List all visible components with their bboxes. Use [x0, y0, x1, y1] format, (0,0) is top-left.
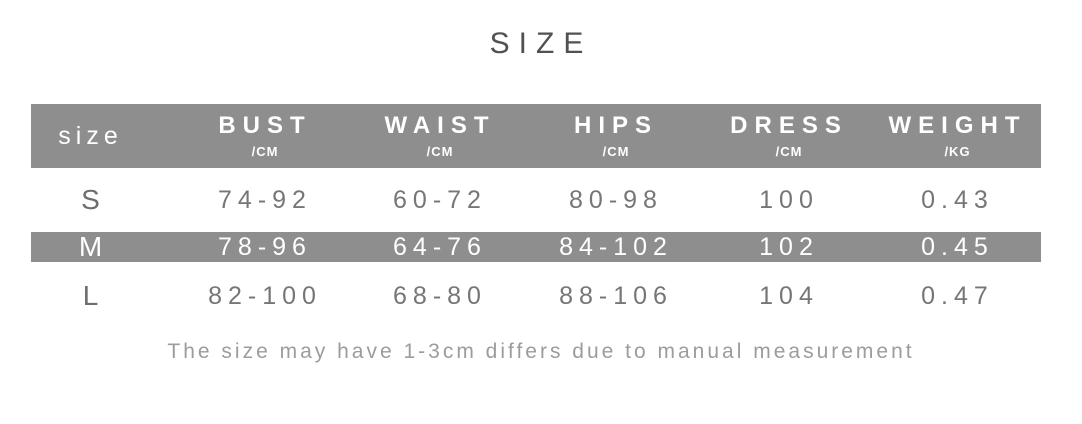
header-cell-dress: DRESS /CM	[704, 112, 874, 159]
cell-size: S	[81, 184, 100, 215]
cell-bust: 82-100	[208, 281, 322, 310]
cell-waist: 68-80	[393, 281, 487, 310]
cell-waist: 64-76	[393, 232, 487, 261]
cell-dress: 104	[759, 281, 819, 310]
header-cell-size: size	[31, 121, 178, 150]
table-row-m-highlighted: M 78-96 64-76 84-102 102 0.45	[31, 232, 1041, 262]
cell-weight: 0.43	[921, 185, 994, 214]
cell-bust: 74-92	[218, 185, 312, 214]
header-cell-weight: WEIGHT /KG	[874, 112, 1041, 159]
cell-size: M	[78, 231, 103, 262]
weight-unit-label: /KG	[944, 144, 971, 159]
cell-bust: 78-96	[218, 232, 312, 261]
cell-hips: 80-98	[569, 185, 663, 214]
dress-unit-label: /CM	[775, 144, 803, 159]
weight-header-label: WEIGHT	[888, 112, 1027, 139]
waist-unit-label: /CM	[426, 144, 454, 159]
bust-header-label: BUST	[218, 112, 312, 139]
bust-unit-label: /CM	[251, 144, 279, 159]
measurement-note: The size may have 1-3cm differs due to m…	[167, 340, 915, 363]
header-cell-hips: HIPS /CM	[528, 112, 704, 159]
header-cell-bust: BUST /CM	[178, 112, 352, 159]
cell-weight: 0.45	[921, 232, 994, 261]
size-table: size BUST /CM WAIST /CM HIPS /CM DRESS /…	[31, 104, 1041, 330]
dress-header-label: DRESS	[730, 112, 848, 139]
hips-header-label: HIPS	[573, 112, 658, 139]
cell-waist: 60-72	[393, 185, 487, 214]
cell-hips: 84-102	[559, 232, 673, 261]
cell-hips: 88-106	[559, 281, 673, 310]
cell-size: L	[82, 280, 99, 311]
table-row-l: L 82-100 68-80 88-106 104 0.47	[31, 262, 1041, 330]
cell-dress: 102	[759, 232, 819, 261]
cell-weight: 0.47	[921, 281, 994, 310]
waist-header-label: WAIST	[384, 112, 496, 139]
header-cell-waist: WAIST /CM	[352, 112, 528, 159]
table-row-s: S 74-92 60-72 80-98 100 0.43	[31, 168, 1041, 232]
cell-dress: 100	[759, 185, 819, 214]
size-header-label: size	[58, 121, 123, 150]
hips-unit-label: /CM	[602, 144, 630, 159]
table-header-row: size BUST /CM WAIST /CM HIPS /CM DRESS /…	[31, 104, 1041, 168]
page-title: SIZE	[489, 27, 593, 60]
